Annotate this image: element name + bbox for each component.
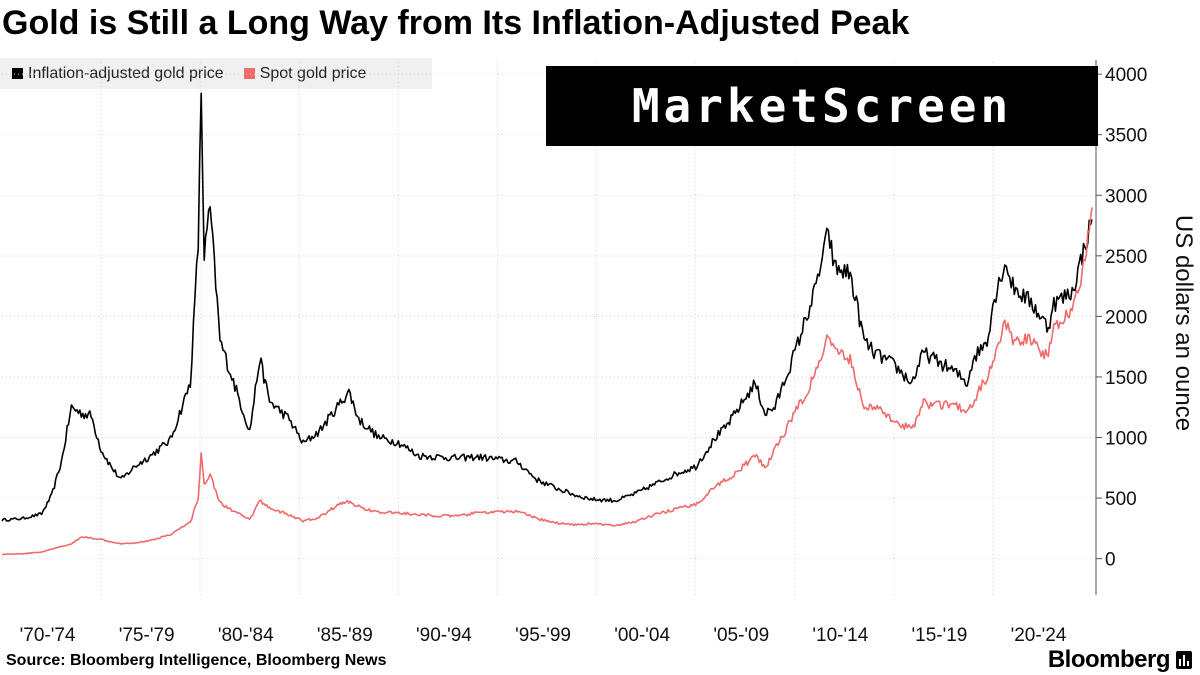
y-tick-label: 1000 [1105, 429, 1147, 450]
y-tick-label: 4000 [1105, 65, 1147, 86]
y-tick-label: 500 [1105, 489, 1137, 510]
y-tick-label: 2500 [1105, 247, 1147, 268]
x-tick-label: '85-'89 [317, 625, 373, 646]
y-tick-label: 1500 [1105, 368, 1147, 389]
x-tick-label: '90-'94 [416, 625, 472, 646]
x-tick-label: '00-'04 [614, 625, 670, 646]
x-tick-label: '15-'19 [912, 625, 968, 646]
x-tick-label: '05-'09 [713, 625, 769, 646]
x-tick-label: '20-'24 [1011, 625, 1067, 646]
y-tick-label: 3500 [1105, 126, 1147, 147]
legend-label-spot: Spot gold price [259, 64, 367, 82]
y-tick-label: 0 [1105, 550, 1116, 571]
x-tick-label: '95-'99 [515, 625, 571, 646]
y-tick-label: 3000 [1105, 186, 1147, 207]
chart-bars-icon [1176, 651, 1192, 669]
series-line-inflation-adjusted [1, 92, 1093, 522]
brand-name: Bloomberg [1047, 646, 1171, 673]
marketscreen-watermark: MarketScreen [546, 66, 1098, 146]
legend-label-inflation-adjusted: Inflation-adjusted gold price [28, 64, 224, 82]
chart-title: Gold is Still a Long Way from Its Inflat… [2, 4, 910, 42]
legend-item-inflation-adjusted: Inflation-adjusted gold price [12, 65, 224, 83]
bloomberg-logo: Bloomberg [1048, 646, 1192, 674]
legend-swatch-red [243, 68, 255, 79]
x-tick-label: '10-'14 [812, 625, 868, 646]
legend: Inflation-adjusted gold price Spot gold … [0, 58, 432, 89]
y-tick-label: 2000 [1105, 307, 1147, 328]
x-tick-label: '70-'74 [20, 625, 76, 646]
legend-swatch-black [12, 68, 23, 79]
x-tick-label: '80-'84 [218, 625, 274, 646]
watermark-text: MarketScreen [631, 79, 1013, 133]
legend-item-spot: Spot gold price [243, 64, 367, 83]
series-line-spot [1, 207, 1093, 556]
y-axis-title: US dollars an ounce [1170, 214, 1197, 432]
source-note: Source: Bloomberg Intelligence, Bloomber… [6, 652, 387, 669]
x-tick-label: '75-'79 [119, 625, 175, 646]
